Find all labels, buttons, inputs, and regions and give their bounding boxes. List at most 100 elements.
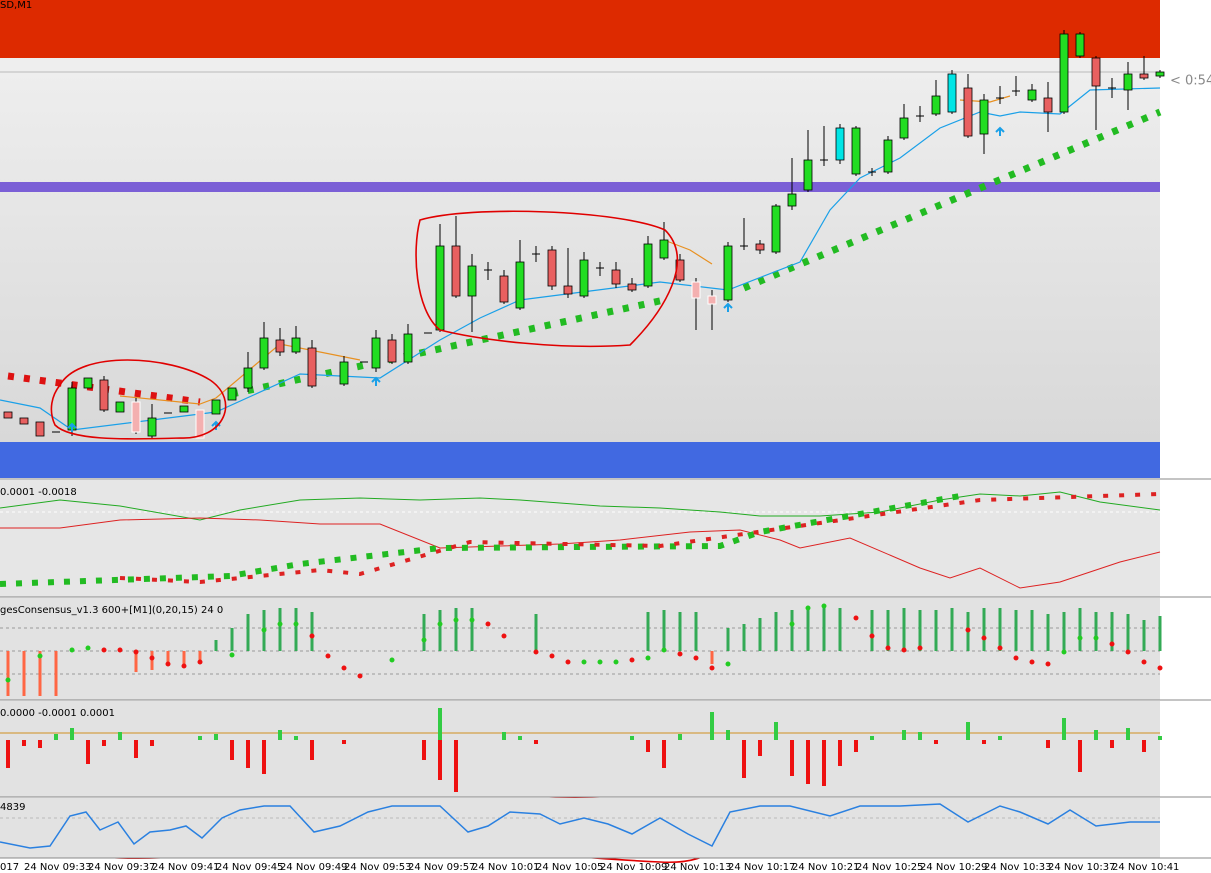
chart-graphic: [0, 798, 1160, 858]
chart-graphic: [979, 99, 989, 135]
label: < 0:54: [1170, 74, 1211, 89]
chart-graphic: [691, 281, 701, 299]
chart-graphic: [707, 295, 717, 305]
chart-graphic: [663, 239, 713, 265]
chart-graphic: [931, 95, 941, 115]
chart-graphic: [1123, 73, 1133, 91]
chart-graphic: [0, 517, 1161, 589]
chart-graphic: [883, 139, 893, 173]
chart-graphic: [771, 205, 781, 253]
chart-graphic: [1139, 73, 1149, 79]
chart-graphic: [579, 259, 589, 297]
chart-graphic: [1155, 71, 1165, 77]
chart-graphic: [899, 117, 909, 139]
label: 4839: [0, 802, 25, 813]
chart-graphic: [0, 480, 1160, 597]
chart-graphic: [0, 0, 1160, 478]
time-label: 24 Nov 10:05: [536, 862, 603, 873]
time-label: 24 Nov 09:33: [24, 862, 91, 873]
chart-graphic: [435, 245, 445, 331]
time-label: 24 Nov 10:17: [728, 862, 795, 873]
chart-graphic: [52, 87, 1116, 433]
time-label: 24 Nov 09:45: [216, 862, 283, 873]
chart-graphic: [99, 379, 109, 411]
time-label: 24 Nov 09:41: [152, 862, 219, 873]
label: SD,M1: [0, 0, 32, 11]
chart-graphic: [1091, 57, 1101, 87]
chart-graphic: [231, 296, 665, 398]
chart-graphic: [835, 73, 957, 161]
chart-graphic: [1059, 33, 1069, 113]
chart-graphic: [3, 411, 13, 419]
chart-graphic: [101, 615, 1163, 679]
chart-graphic: [803, 159, 813, 191]
chart-graphic: [0, 701, 1160, 797]
chart-graphic: [563, 285, 573, 295]
chart-graphic: [0, 803, 1160, 849]
chart-graphic: [467, 265, 477, 297]
chart-graphic: [119, 343, 361, 405]
time-label: 24 Nov 10:21: [792, 862, 859, 873]
chart-graphic: [0, 182, 1160, 192]
chart-graphic: [787, 193, 797, 207]
chart-graphic: [1027, 89, 1037, 101]
chart-graphic: [415, 210, 679, 348]
chart-graphic: [211, 399, 221, 415]
label: 0.0000 -0.0001 0.0001: [0, 708, 115, 719]
chart-graphic: [115, 401, 125, 413]
chart-graphic: [52, 87, 1116, 433]
chart-graphic: [1075, 33, 1085, 57]
time-label: 017: [0, 862, 19, 873]
chart-graphic: [0, 87, 1161, 431]
time-label: 24 Nov 09:57: [408, 862, 475, 873]
chart-graphic: [339, 361, 349, 385]
chart-graphic: [35, 421, 45, 437]
chart-graphic: [3, 57, 1149, 437]
chart-graphic: [835, 127, 845, 161]
chart-graphic: [387, 339, 397, 363]
time-label: 24 Nov 10:25: [856, 862, 923, 873]
chart-graphic: [54, 708, 1162, 740]
label: 0.0001 -0.0018: [0, 487, 77, 498]
chart-graphic: [131, 281, 717, 439]
chart-graphic: [5, 603, 1099, 683]
chart-graphic: [611, 269, 621, 285]
time-label: 24 Nov 09:49: [280, 862, 347, 873]
chart-graphic: [0, 0, 1160, 58]
chart-graphic: [1043, 97, 1053, 113]
chart-graphic: [0, 491, 1161, 521]
chart-graphic: [0, 442, 1160, 478]
chart-graphic: [131, 401, 141, 433]
chart-graphic: [147, 417, 157, 437]
chart-graphic: [307, 347, 317, 387]
chart-graphic: [627, 283, 637, 291]
time-label: 24 Nov 10:37: [1048, 862, 1115, 873]
chart-graphic: [963, 87, 973, 137]
chart-graphic: [119, 492, 1161, 585]
chart-graphic: [19, 417, 29, 425]
time-label: 24 Nov 10:29: [920, 862, 987, 873]
chart-graphic: [195, 409, 205, 439]
chart-graphic: [723, 245, 733, 301]
chart-graphic: [742, 108, 1162, 292]
chart-graphic: [547, 249, 557, 287]
time-label: 24 Nov 10:09: [600, 862, 667, 873]
time-label: 24 Nov 10:13: [664, 862, 731, 873]
time-label: 24 Nov 09:53: [344, 862, 411, 873]
chart-graphic: [6, 740, 1146, 792]
chart-graphic: [275, 339, 285, 353]
chart-graphic: [259, 337, 269, 369]
time-label: 24 Nov 10:01: [472, 862, 539, 873]
chart-graphic: [851, 127, 861, 175]
time-label: 24 Nov 09:37: [88, 862, 155, 873]
time-label: 24 Nov 10:33: [984, 862, 1051, 873]
chart-graphic: [451, 245, 461, 297]
chart-graphic: [403, 333, 413, 363]
chart-graphic: [291, 337, 301, 353]
chart-graphic: [755, 243, 765, 251]
time-label: 24 Nov 10:41: [1112, 862, 1179, 873]
chart-graphic: [50, 359, 227, 440]
chart-graphic: [83, 377, 93, 389]
